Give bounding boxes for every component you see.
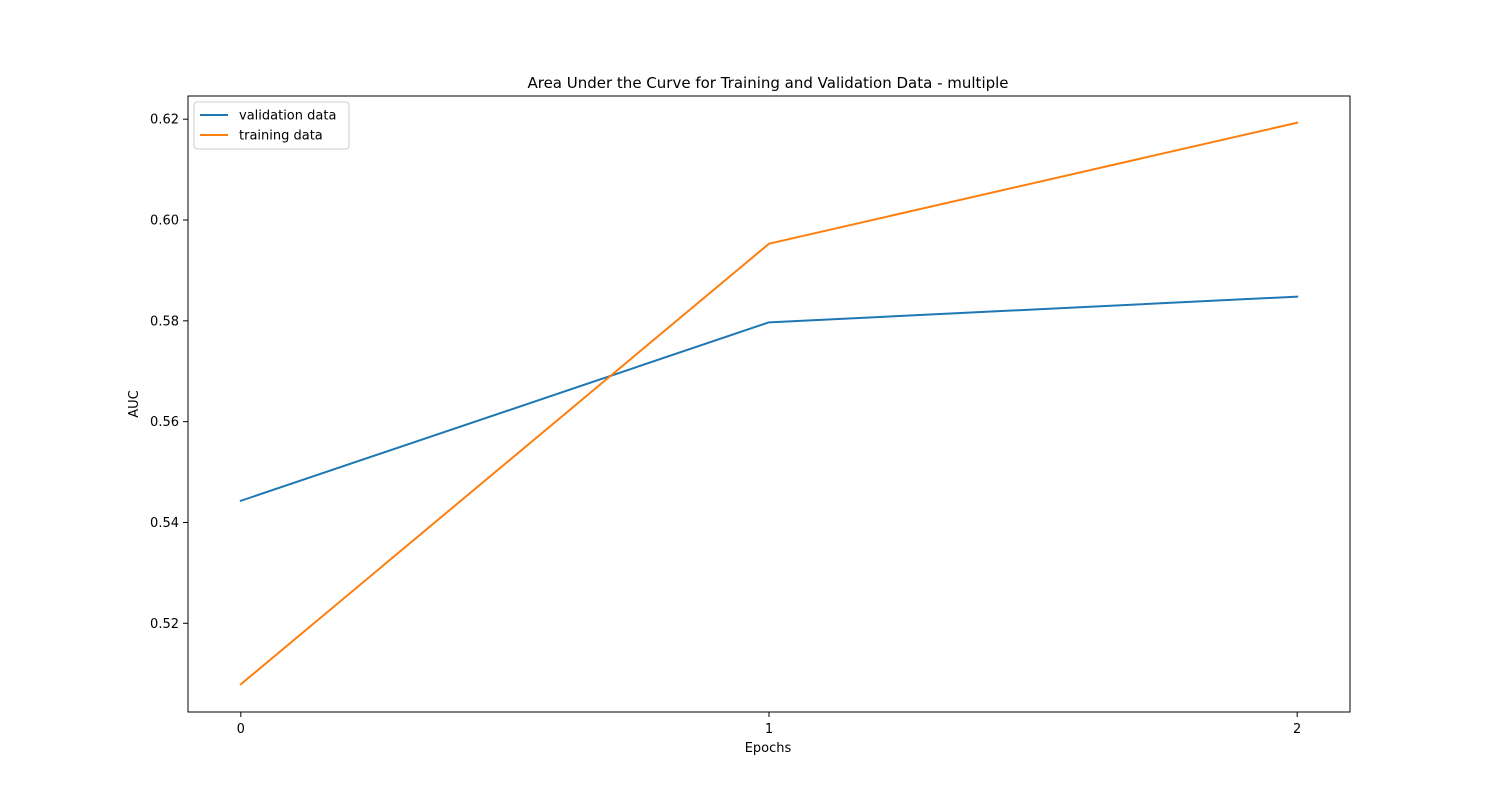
y-axis-ticks: 0.52 0.54 0.56 0.58 0.60 0.62 bbox=[150, 113, 188, 632]
y-tick-label: 0.60 bbox=[150, 214, 179, 229]
y-tick-label: 0.54 bbox=[150, 516, 179, 531]
series-line-validation-data bbox=[239, 295, 1299, 503]
legend: validation data training data bbox=[193, 101, 350, 150]
legend-frame bbox=[193, 101, 350, 150]
series-lines bbox=[239, 121, 1299, 686]
x-tick-label: 2 bbox=[1293, 722, 1301, 737]
x-tick-label: 0 bbox=[237, 722, 245, 737]
legend-label-validation-data: validation data bbox=[239, 109, 336, 124]
x-axis-ticks: 0 1 2 bbox=[237, 712, 1301, 737]
y-axis-label: AUC bbox=[127, 390, 142, 418]
x-axis-label: Epochs bbox=[745, 741, 792, 756]
x-tick-label: 1 bbox=[765, 722, 773, 737]
legend-label-training-data: training data bbox=[239, 129, 323, 144]
series-line-training-data bbox=[239, 121, 1299, 686]
y-tick-label: 0.62 bbox=[150, 113, 179, 128]
plot-area-frame bbox=[187, 95, 1351, 713]
chart-title: Area Under the Curve for Training and Va… bbox=[527, 74, 1008, 92]
y-tick-label: 0.56 bbox=[150, 415, 179, 430]
y-tick-label: 0.58 bbox=[150, 314, 179, 329]
y-tick-label: 0.52 bbox=[150, 617, 179, 632]
